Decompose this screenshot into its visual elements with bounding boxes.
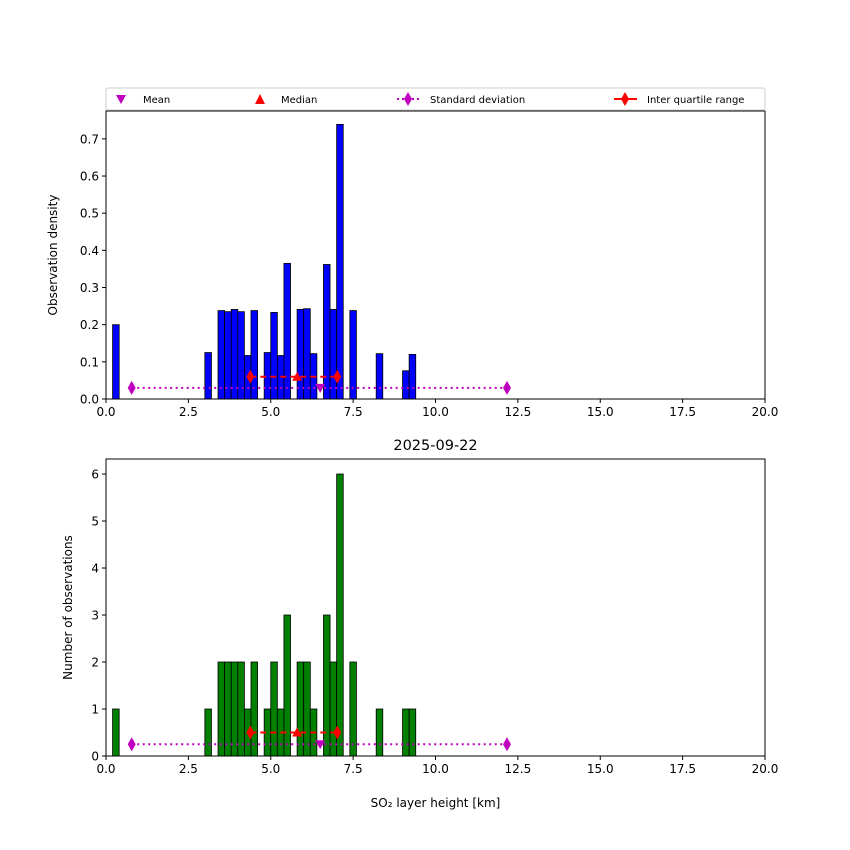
x-tick-label: 5.0 [261, 405, 280, 419]
y-tick-label: 0.3 [80, 281, 99, 295]
x-tick-label: 0.0 [96, 762, 115, 776]
count-plot: 0.0 2.5 5.0 7.5 10.0 12.5 15.0 17.5 20.0 0 1 2 3 4 5 6 N… [61, 438, 778, 810]
y-axis-label: Observation density [46, 195, 60, 316]
legend-iqr: Inter quartile range [647, 95, 744, 106]
std-marker [503, 380, 512, 395]
mean-marker-icon [116, 95, 126, 104]
histogram-bar [237, 661, 245, 757]
histogram-bar [230, 309, 239, 400]
iqr-marker [246, 369, 255, 384]
histogram-bar [204, 708, 212, 757]
histogram-bar [296, 661, 305, 757]
histogram-bar [408, 708, 417, 757]
histogram-bar [270, 312, 278, 400]
histogram-bar [349, 310, 357, 400]
x-tick-label: 2.5 [179, 405, 198, 419]
x-tick-label: 20.0 [752, 762, 779, 776]
density-plot: 0.0 2.5 5.0 7.5 10.0 12.5 15.0 17.5 20.0 0.0 0.1 0.… [46, 110, 779, 419]
chart-title: 2025-09-22 [393, 438, 477, 454]
x-tick-label: 15.0 [587, 405, 614, 419]
histogram-bar [250, 661, 258, 757]
histogram-bar [303, 661, 311, 757]
iqr-marker [333, 369, 342, 384]
x-tick-label: 20.0 [752, 405, 779, 419]
histogram-bar [329, 309, 338, 400]
histogram-bar [217, 310, 226, 400]
iqr-diamond-icon [621, 92, 629, 106]
median-marker-icon [255, 94, 265, 104]
y-tick-label: 0.7 [80, 132, 99, 146]
x-tick-label: 15.0 [587, 762, 614, 776]
x-axis-label: SO₂ layer height [km] [371, 796, 501, 810]
histogram-bar [270, 661, 278, 757]
histogram-bar [329, 661, 338, 757]
x-tick-label: 5.0 [261, 762, 280, 776]
histogram-bar [237, 311, 245, 400]
histogram-bar [204, 352, 212, 400]
histogram-bar [323, 264, 331, 400]
histogram-bar [303, 308, 311, 400]
y-tick-label: 0.2 [80, 318, 99, 332]
histogram-bar [283, 614, 291, 757]
x-tick-label: 0.0 [96, 405, 115, 419]
legend-mean: Mean [143, 95, 170, 106]
y-tick-label: 1 [91, 703, 99, 717]
x-tick-label: 2.5 [179, 762, 198, 776]
std-marker [503, 737, 512, 752]
histogram-bar [336, 473, 344, 757]
histogram-bar [224, 661, 232, 757]
y-tick-label: 0.5 [80, 207, 99, 221]
x-tick-label: 17.5 [669, 405, 696, 419]
y-tick-label: 0.6 [80, 170, 99, 184]
median-marker [292, 727, 303, 737]
histogram-bar [112, 708, 120, 757]
x-tick-label: 12.5 [505, 762, 532, 776]
y-tick-label: 0.4 [80, 244, 99, 258]
histogram-bar [402, 708, 410, 757]
histogram-bar [230, 661, 239, 757]
y-tick-label: 3 [91, 609, 99, 623]
y-tick-label: 6 [91, 468, 99, 482]
iqr-marker [246, 725, 255, 740]
y-tick-label: 0 [91, 750, 99, 764]
legend-std: Standard deviation [430, 95, 525, 106]
histogram-bar [375, 353, 384, 400]
histogram-bar [112, 324, 120, 400]
y-tick-label: 5 [91, 515, 99, 529]
y-tick-label: 4 [91, 562, 99, 576]
legend-box [105, 87, 766, 111]
y-axis-label: Number of observations [61, 535, 75, 680]
x-tick-label: 7.5 [344, 762, 363, 776]
std-diamond-icon [404, 92, 412, 106]
histogram-bar [349, 661, 357, 757]
x-tick-label: 10.0 [422, 762, 449, 776]
histogram-bar [217, 661, 226, 757]
histogram-bar [375, 708, 384, 757]
std-marker [127, 380, 136, 395]
histogram-bar [296, 309, 305, 400]
x-tick-label: 7.5 [344, 405, 363, 419]
x-tick-label: 12.5 [505, 405, 532, 419]
iqr-marker [333, 725, 342, 740]
std-marker [127, 737, 136, 752]
y-tick-label: 2 [91, 656, 99, 670]
y-tick-label: 0.1 [80, 355, 99, 369]
x-tick-label: 10.0 [422, 405, 449, 419]
histogram-bar [408, 354, 417, 400]
histogram-bar [323, 614, 331, 757]
x-tick-label: 17.5 [669, 762, 696, 776]
histogram-bar [224, 311, 232, 400]
legend: Mean Median Standard deviation Inter qua… [105, 87, 766, 111]
mean-marker [315, 383, 326, 393]
mean-marker [315, 740, 326, 750]
y-tick-label: 0.0 [80, 393, 99, 407]
histogram-bar [250, 310, 258, 400]
histogram-bar [336, 123, 344, 400]
legend-median: Median [281, 95, 317, 106]
median-marker [292, 371, 303, 381]
histogram-bar [402, 370, 410, 400]
histogram-bar [283, 262, 291, 400]
